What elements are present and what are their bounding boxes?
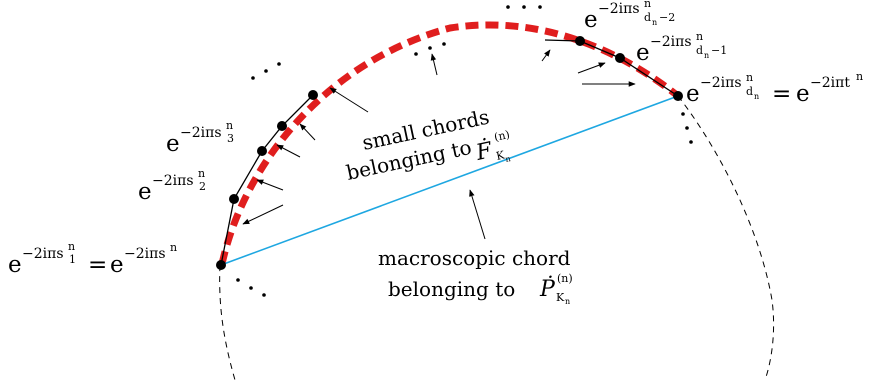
label-right: e −2iπs d n n = e −2iπt n	[686, 70, 863, 107]
svg-text:3: 3	[227, 132, 234, 145]
svg-text:2: 2	[199, 180, 206, 193]
dashed-circle-left	[219, 264, 236, 380]
svg-text:(n): (n)	[493, 128, 511, 144]
svg-text:Ḟ: Ḟ	[473, 136, 495, 166]
svg-text:=: =	[772, 81, 791, 107]
svg-text:−2iπs: −2iπs	[152, 173, 194, 189]
svg-text:e: e	[636, 40, 650, 66]
pointer-arrows	[242, 49, 636, 240]
svg-text:n: n	[505, 154, 512, 164]
svg-text:n: n	[856, 70, 863, 83]
svg-text:n: n	[652, 18, 657, 27]
label-d-minus-2: e −2iπs d n −2 n	[584, 0, 675, 33]
svg-text:e: e	[686, 81, 700, 107]
svg-text:1: 1	[69, 253, 76, 266]
svg-text:−2: −2	[659, 11, 675, 24]
point-d-minus-1	[615, 53, 625, 63]
svg-text:n: n	[754, 92, 759, 101]
svg-text:e: e	[166, 131, 180, 157]
chord-endpoints	[216, 36, 683, 270]
svg-text:e: e	[584, 7, 598, 33]
svg-text:d: d	[644, 11, 651, 24]
svg-text:n: n	[704, 51, 709, 60]
svg-text:n: n	[565, 297, 570, 306]
point-s5	[308, 90, 318, 100]
dashed-circle-right	[677, 95, 775, 380]
label-s1: e −2iπs 1 n = e −2iπs n	[8, 240, 177, 278]
svg-text:n: n	[226, 119, 233, 132]
point-d-minus-2	[575, 36, 585, 46]
svg-text:K: K	[495, 148, 507, 163]
svg-text:−2iπs: −2iπs	[180, 125, 222, 141]
ellipsis-dots	[236, 5, 693, 297]
svg-text:e: e	[110, 252, 124, 278]
label-s3: e −2iπs 3 n	[166, 119, 234, 157]
svg-text:e: e	[8, 252, 22, 278]
small-chords-polyline-right	[544, 39, 679, 97]
svg-text:−2iπs: −2iπs	[700, 75, 742, 91]
label-s2: e −2iπs 2 n	[138, 167, 206, 205]
label-d-minus-1: e −2iπs d n −1 n	[636, 30, 727, 66]
svg-text:Ṗ: Ṗ	[539, 275, 556, 302]
svg-text:−2iπs: −2iπs	[650, 34, 692, 50]
svg-text:e: e	[138, 179, 152, 205]
svg-text:−1: −1	[711, 44, 727, 57]
point-dn	[673, 91, 683, 101]
point-s4	[277, 121, 287, 131]
point-s2	[229, 194, 239, 204]
macro-chord-caption: macroscopic chord belonging to Ṗ (n) K n	[378, 246, 573, 306]
svg-text:−2iπs: −2iπs	[22, 246, 64, 262]
svg-text:belonging to: belonging to	[388, 277, 515, 301]
svg-text:−2iπs: −2iπs	[598, 1, 640, 17]
svg-text:(n): (n)	[557, 272, 573, 285]
svg-text:=: =	[88, 252, 107, 278]
point-s1	[216, 260, 226, 270]
svg-text:n: n	[644, 0, 651, 10]
svg-text:n: n	[68, 240, 75, 253]
svg-text:d: d	[746, 85, 753, 98]
svg-text:−2iπs: −2iπs	[124, 246, 166, 262]
svg-text:n: n	[696, 30, 703, 43]
svg-text:n: n	[746, 71, 753, 84]
small-chords-caption: small chords belonging to Ḟ (n) K n	[344, 105, 511, 185]
svg-text:n: n	[170, 241, 177, 254]
svg-text:macroscopic chord: macroscopic chord	[378, 246, 571, 270]
point-s3	[257, 146, 267, 156]
svg-text:n: n	[198, 167, 205, 180]
svg-text:K: K	[556, 291, 565, 304]
macroscopic-chord	[220, 95, 679, 266]
svg-text:d: d	[696, 44, 703, 57]
svg-text:−2iπt: −2iπt	[810, 75, 850, 91]
svg-text:e: e	[796, 81, 810, 107]
